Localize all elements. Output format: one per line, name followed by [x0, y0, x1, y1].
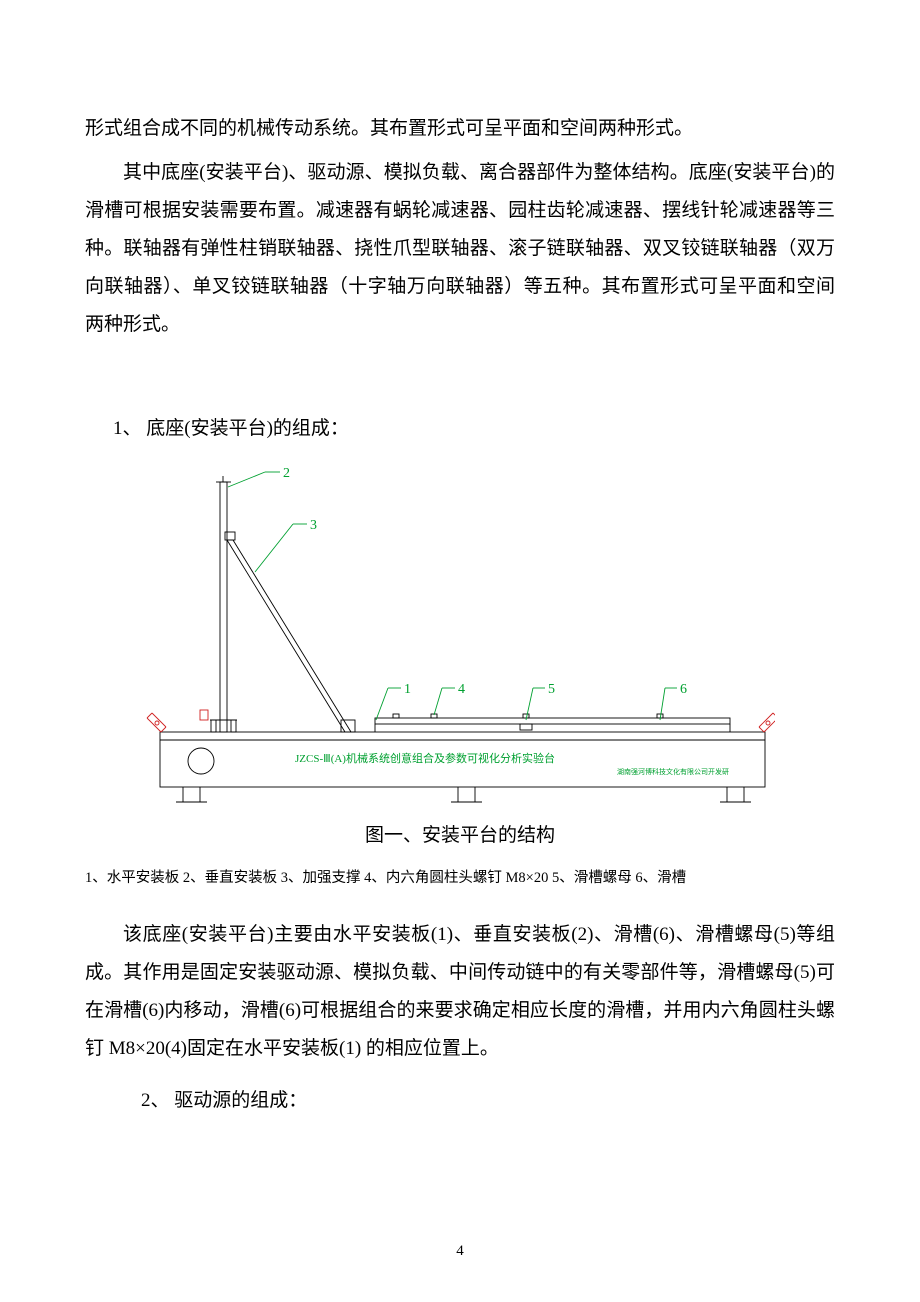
label-2: 2 — [283, 466, 290, 481]
document-page: 形式组合成不同的机械传动系统。其布置形式可呈平面和空间两种形式。 其中底座(安装… — [0, 0, 920, 1302]
label-4: 4 — [458, 682, 465, 697]
heading-drive-source: 2、 驱动源的组成： — [85, 1082, 835, 1120]
page-number: 4 — [0, 1243, 920, 1260]
figure-svg: 2 3 1 4 5 6 JZCS-Ⅲ(A)机械系统创意组合及参数可视化分析实验台… — [145, 462, 775, 812]
paragraph-base-desc: 该底座(安装平台)主要由水平安装板(1)、垂直安装板(2)、滑槽(6)、滑槽螺母… — [85, 916, 835, 1068]
figure-panel-subtitle: 湖南强河博科技文化有限公司开发研 — [617, 767, 729, 776]
label-3: 3 — [310, 518, 317, 533]
figure-legend: 1、水平安装板 2、垂直安装板 3、加强支撑 4、内六角圆柱头螺钉 M8×20 … — [85, 867, 835, 890]
figure-1: 2 3 1 4 5 6 JZCS-Ⅲ(A)机械系统创意组合及参数可视化分析实验台… — [85, 462, 835, 812]
paragraph-continuation: 形式组合成不同的机械传动系统。其布置形式可呈平面和空间两种形式。 — [85, 110, 835, 148]
label-6: 6 — [680, 682, 687, 697]
paragraph-main: 其中底座(安装平台)、驱动源、模拟负载、离合器部件为整体结构。底座(安装平台)的… — [85, 154, 835, 344]
heading-base-composition: 1、 底座(安装平台)的组成： — [85, 410, 835, 448]
label-5: 5 — [548, 682, 555, 697]
figure-panel-title: JZCS-Ⅲ(A)机械系统创意组合及参数可视化分析实验台 — [295, 751, 555, 765]
figure-caption: 图一、安装平台的结构 — [85, 820, 835, 847]
label-1: 1 — [404, 682, 411, 697]
